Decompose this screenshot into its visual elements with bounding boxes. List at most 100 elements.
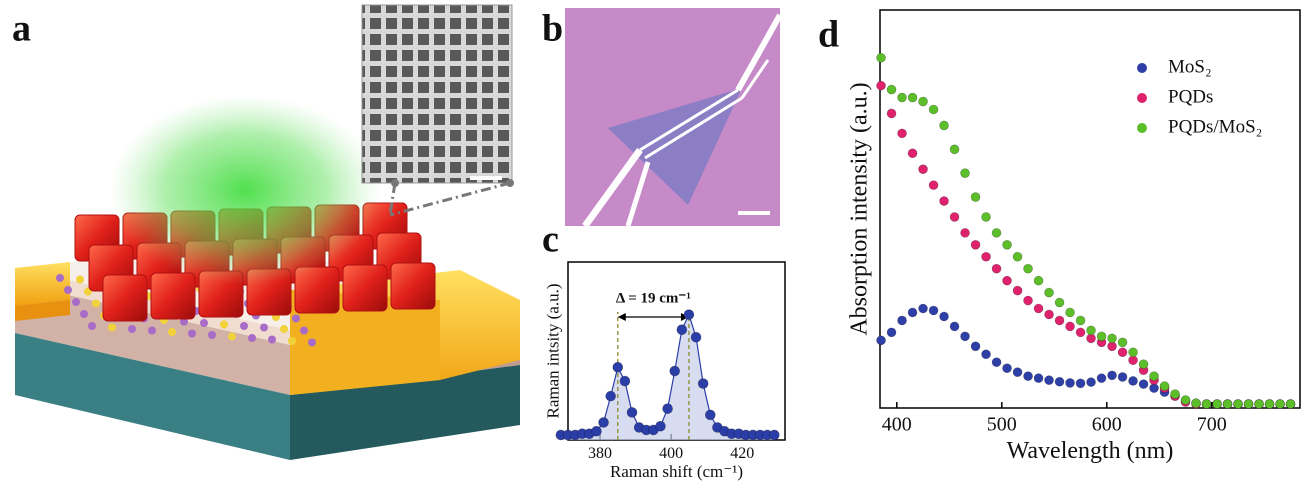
data-point [670,366,680,376]
data-point [1129,356,1138,365]
data-point [1034,374,1043,383]
data-point [950,322,959,331]
data-point [1024,372,1033,381]
data-point [887,85,896,94]
data-point [898,93,907,102]
atom [80,310,88,318]
data-point [1202,400,1211,409]
legend-marker [1137,93,1147,103]
x-tick-label: 400 [659,445,683,462]
data-point [877,81,886,90]
data-point [961,332,970,341]
data-point [1150,384,1159,393]
data-point [1234,400,1243,409]
legend-marker [1137,63,1147,73]
y-axis-label: Raman intsity (a.u.) [543,283,562,418]
data-point [992,358,1001,367]
data-point [950,212,959,221]
data-point [887,109,896,118]
legend-label: PQDs/MoS₂ [1168,116,1262,137]
atom [108,324,116,332]
data-point [982,350,991,359]
data-point [606,391,616,401]
data-point [929,306,938,315]
data-point [908,149,917,158]
legend-label: PQDs [1168,86,1213,107]
atom [88,322,96,330]
panel-label: c [542,219,559,261]
x-tick-label: 700 [1197,414,1227,436]
data-point [1066,378,1075,387]
data-point [1118,372,1127,381]
atom [240,322,248,330]
data-point [1066,322,1075,331]
data-point [1034,304,1043,313]
data-point [1108,371,1117,380]
data-point [599,417,609,427]
data-point [992,264,1001,273]
atom [92,300,100,308]
data-point [1013,286,1022,295]
data-point [1118,338,1127,347]
data-point [908,93,917,102]
data-point [1181,396,1190,405]
data-point [677,325,687,335]
data-point [919,97,928,106]
data-point [591,426,601,436]
data-point [769,430,779,440]
data-point [929,181,938,190]
data-point [1108,342,1117,351]
data-point [613,362,623,372]
data-point [971,240,980,249]
data-point [1055,316,1064,325]
data-point [684,310,694,320]
data-point [1118,348,1127,357]
cube [103,275,147,321]
y-axis-label: Absorption intensity (a.u.) [846,82,872,335]
data-point [1055,298,1064,307]
atom [248,334,256,342]
panel-label: a [12,8,31,50]
area [561,315,774,440]
atom [208,331,216,339]
panel-label: b [542,8,563,50]
data-point [1087,378,1096,387]
data-point [1013,252,1022,261]
atom [308,339,316,347]
data-point [877,53,886,62]
data-point [1150,372,1159,381]
data-point [627,407,637,417]
data-point [1003,364,1012,373]
emission-glow [110,95,380,285]
zoom-dot [506,179,514,187]
data-point [940,312,949,321]
data-point [1244,400,1253,409]
data-point [982,212,991,221]
data-point [961,169,970,178]
data-point [698,379,708,389]
x-tick-label: 600 [1092,414,1122,436]
panel-label: d [818,14,839,56]
cube [391,263,435,309]
optical-image [565,8,780,226]
data-point [1045,288,1054,297]
legend-label: MoS₂ [1168,56,1212,77]
data-point [1076,379,1085,388]
data-point [1013,368,1022,377]
atom [200,319,208,327]
data-point [1066,308,1075,317]
atom [228,333,236,341]
data-point [1255,400,1264,409]
scale-bar [738,211,770,215]
atom [188,330,196,338]
data-point [1108,334,1117,343]
data-point [961,228,970,237]
atom [300,327,308,335]
figure: a b c d 380400420Raman shift (cm⁻¹)Raman… [0,0,1301,488]
data-point [1003,240,1012,249]
atom [148,327,156,335]
x-tick-label: 420 [730,445,754,462]
data-point [1076,328,1085,337]
data-point [1087,326,1096,335]
data-point [1265,400,1274,409]
